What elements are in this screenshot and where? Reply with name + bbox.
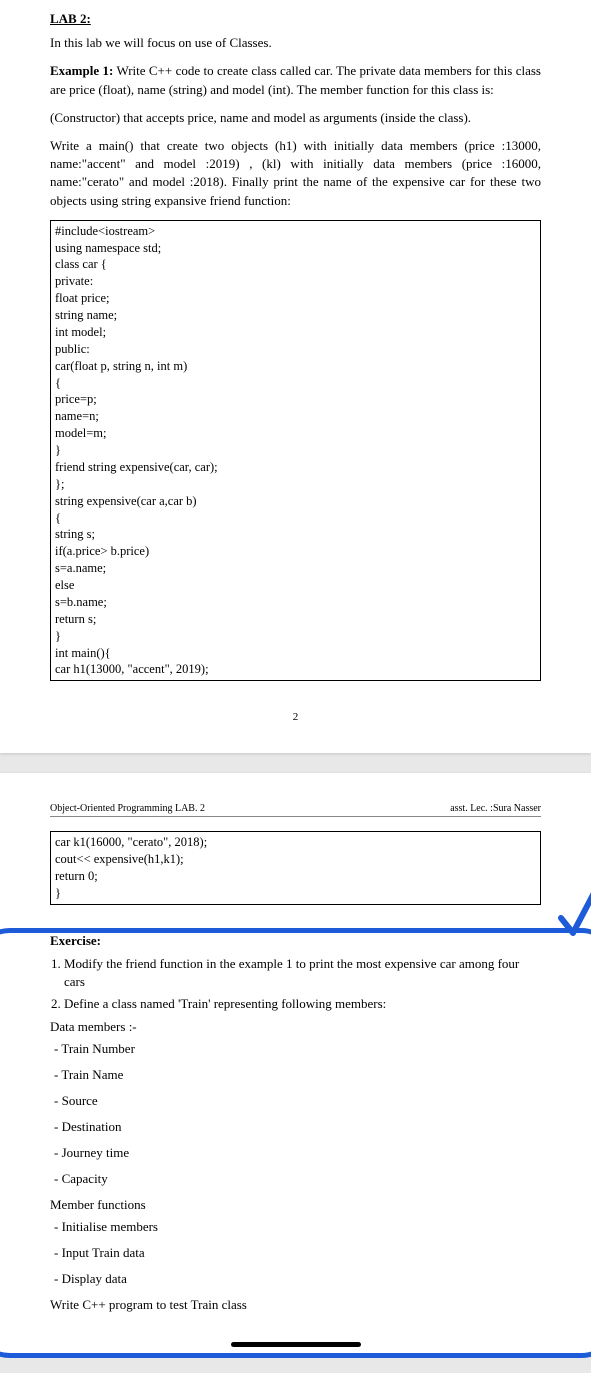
intro-text: In this lab we will focus on use of Clas… [50,34,541,52]
member-functions-title: Member functions [50,1197,541,1213]
code-box-1: #include<iostream> using namespace std; … [50,220,541,682]
annotation-checkmark-icon [553,883,591,943]
dm-item: Source [54,1093,541,1109]
example-1-rest: Write C++ code to create class called ca… [50,63,541,96]
exercise-title: Exercise: [50,933,541,949]
example-1-label: Example 1: [50,63,113,78]
main-desc: Write a main() that create two objects (… [50,137,541,210]
page-header: Object-Oriented Programming LAB. 2 asst.… [50,803,541,817]
dm-item: Journey time [54,1145,541,1161]
exercise-list: Modify the friend function in the exampl… [50,955,541,1014]
dm-item: Train Name [54,1067,541,1083]
constructor-desc: (Constructor) that accepts price, name a… [50,109,541,127]
mf-item: Input Train data [54,1245,541,1261]
page-1: LAB 2: In this lab we will focus on use … [0,0,591,753]
lab-title: LAB 2: [50,10,541,28]
data-members-list: Train Number Train Name Source Destinati… [50,1041,541,1187]
exercise-item-1: Modify the friend function in the exampl… [64,955,541,991]
header-left: Object-Oriented Programming LAB. 2 [50,803,205,814]
mf-item: Initialise members [54,1219,541,1235]
member-functions-list: Initialise members Input Train data Disp… [50,1219,541,1287]
home-indicator [231,1342,361,1347]
header-right: asst. Lec. :Sura Nasser [450,803,541,814]
exercise-item-2: Define a class named 'Train' representin… [64,995,541,1013]
code-box-2: car k1(16000, "cerato", 2018); cout<< ex… [50,831,541,905]
example-1-desc: Example 1: Write C++ code to create clas… [50,62,541,98]
dm-item: Destination [54,1119,541,1135]
data-members-title: Data members :- [50,1019,541,1035]
write-program-line: Write C++ program to test Train class [50,1297,541,1313]
dm-item: Train Number [54,1041,541,1057]
dm-item: Capacity [54,1171,541,1187]
page-number: 2 [50,711,541,723]
mf-item: Display data [54,1271,541,1287]
page-2: Object-Oriented Programming LAB. 2 asst.… [0,773,591,1353]
